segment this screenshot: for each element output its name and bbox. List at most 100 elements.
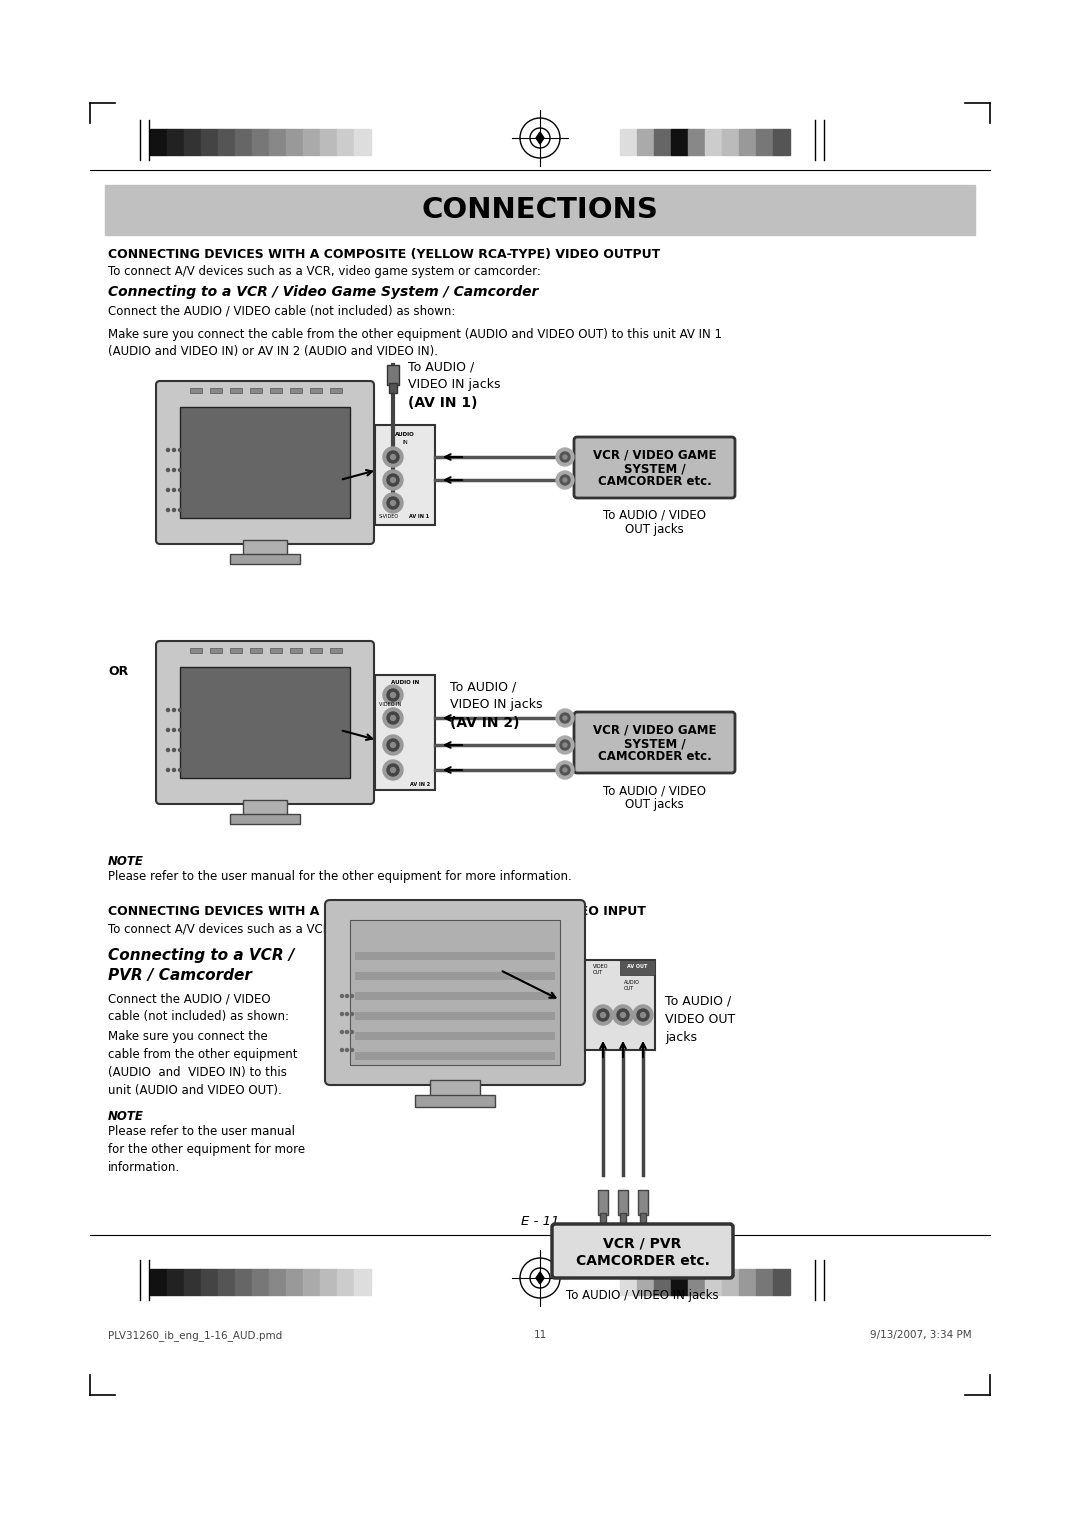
Polygon shape	[536, 1271, 544, 1284]
Bar	[105, 185, 975, 235]
FancyBboxPatch shape	[156, 380, 374, 544]
Bar	[252, 128, 269, 154]
Circle shape	[178, 749, 181, 752]
Text: OR: OR	[108, 665, 129, 678]
Bar	[230, 555, 300, 564]
Bar	[180, 668, 350, 778]
Bar	[585, 960, 654, 1050]
Bar	[201, 1268, 218, 1296]
Circle shape	[340, 1030, 343, 1033]
Circle shape	[597, 1008, 609, 1021]
Circle shape	[556, 761, 573, 779]
Bar	[210, 388, 222, 393]
Bar	[243, 539, 287, 556]
Bar	[210, 648, 222, 652]
Bar	[355, 1051, 555, 1060]
Text: VIDEO IN jacks: VIDEO IN jacks	[408, 377, 500, 391]
Bar	[705, 1268, 723, 1296]
Circle shape	[561, 714, 570, 723]
Text: SYSTEM /: SYSTEM /	[623, 736, 686, 750]
Text: OUT: OUT	[623, 987, 634, 992]
Text: Please refer to the user manual
for the other equipment for more
information.: Please refer to the user manual for the …	[108, 1125, 306, 1174]
FancyBboxPatch shape	[573, 437, 735, 498]
Circle shape	[340, 1048, 343, 1051]
Circle shape	[173, 709, 175, 712]
Bar	[620, 1213, 626, 1225]
Bar	[330, 648, 342, 652]
Circle shape	[173, 489, 175, 492]
Bar	[303, 1268, 320, 1296]
Circle shape	[387, 689, 399, 701]
Circle shape	[387, 474, 399, 486]
Bar	[167, 1268, 184, 1296]
Text: Connecting to a VCR / Video Game System / Camcorder: Connecting to a VCR / Video Game System …	[108, 286, 538, 299]
Circle shape	[166, 469, 170, 472]
Bar	[184, 1268, 201, 1296]
Circle shape	[346, 1013, 349, 1016]
Bar	[230, 648, 242, 652]
Bar	[723, 1268, 739, 1296]
Bar	[249, 648, 262, 652]
Bar	[167, 128, 184, 154]
Bar	[355, 992, 555, 999]
Text: IN: IN	[402, 440, 408, 446]
Text: PVR / Camcorder: PVR / Camcorder	[108, 969, 252, 983]
Bar	[354, 128, 372, 154]
Circle shape	[387, 497, 399, 509]
Circle shape	[556, 471, 573, 489]
Circle shape	[383, 471, 403, 490]
Circle shape	[391, 477, 395, 483]
Circle shape	[391, 454, 395, 460]
Circle shape	[563, 743, 567, 747]
Bar	[286, 1268, 303, 1296]
Bar	[355, 972, 555, 979]
Circle shape	[173, 769, 175, 772]
Circle shape	[173, 449, 175, 451]
Text: S-VIDEO: S-VIDEO	[379, 515, 400, 520]
Circle shape	[640, 1013, 646, 1018]
Circle shape	[340, 1013, 343, 1016]
Circle shape	[387, 764, 399, 776]
Text: VCR / PVR: VCR / PVR	[604, 1236, 681, 1251]
Bar	[269, 128, 286, 154]
Text: (AV IN 2): (AV IN 2)	[450, 717, 519, 730]
Circle shape	[637, 1008, 649, 1021]
Bar	[291, 388, 302, 393]
Text: VIDEO IN jacks: VIDEO IN jacks	[450, 698, 542, 711]
Circle shape	[178, 449, 181, 451]
Circle shape	[351, 1013, 353, 1016]
Circle shape	[166, 729, 170, 732]
Bar	[705, 128, 723, 154]
Bar	[180, 406, 350, 518]
Bar	[270, 648, 282, 652]
Bar	[355, 1012, 555, 1021]
Text: CAMCORDER etc.: CAMCORDER etc.	[597, 750, 712, 764]
Bar	[303, 128, 320, 154]
Circle shape	[173, 509, 175, 512]
Text: Connect the AUDIO / VIDEO
cable (not included) as shown:: Connect the AUDIO / VIDEO cable (not inc…	[108, 992, 289, 1024]
Bar	[310, 388, 322, 393]
Text: CONNECTIONS: CONNECTIONS	[421, 196, 659, 225]
Bar	[235, 1268, 252, 1296]
Text: AV IN 1: AV IN 1	[409, 515, 429, 520]
Circle shape	[621, 1013, 625, 1018]
Circle shape	[166, 709, 170, 712]
Text: To AUDIO / VIDEO IN jacks: To AUDIO / VIDEO IN jacks	[566, 1290, 719, 1302]
Bar	[269, 1268, 286, 1296]
Bar	[190, 388, 202, 393]
Circle shape	[383, 685, 403, 704]
Circle shape	[166, 489, 170, 492]
Circle shape	[178, 769, 181, 772]
Circle shape	[166, 509, 170, 512]
Text: AV OUT: AV OUT	[627, 964, 648, 969]
Text: CAMCORDER etc.: CAMCORDER etc.	[576, 1253, 710, 1268]
FancyBboxPatch shape	[325, 900, 585, 1085]
Bar	[773, 1268, 789, 1296]
Bar	[600, 1213, 606, 1225]
Circle shape	[391, 692, 395, 697]
Circle shape	[166, 449, 170, 451]
Text: VIDEO OUT: VIDEO OUT	[665, 1013, 735, 1025]
Text: To connect A/V devices such as a VCR, PVR or camcorder:: To connect A/V devices such as a VCR, PV…	[108, 921, 448, 935]
Bar	[654, 128, 671, 154]
Text: VIDEO IN: VIDEO IN	[379, 703, 402, 707]
